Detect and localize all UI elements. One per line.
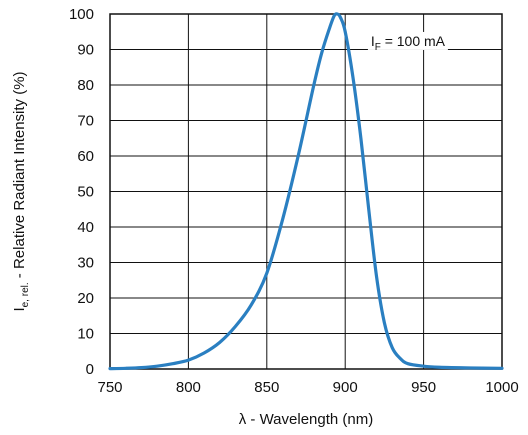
y-tick-label: 10: [77, 326, 94, 343]
y-tick-label: 80: [77, 77, 94, 94]
tick-labels: 750 800 850 900 950 1000 0 10 20 30 40 50 60 70 80 90 10…: [69, 6, 519, 396]
grid: [110, 14, 502, 369]
y-tick-label: 40: [77, 219, 94, 236]
annotation-main: I: [371, 33, 375, 49]
x-tick-label: 950: [411, 379, 436, 396]
x-tick-label: 750: [97, 379, 122, 396]
x-tick-label: 850: [254, 379, 279, 396]
y-tick-label: 20: [77, 290, 94, 307]
y-tick-label: 70: [77, 113, 94, 130]
y-tick-label: 100: [69, 6, 94, 23]
y-axis-title-rest: - Relative Radiant Intensity (%): [11, 71, 28, 282]
series-line: [108, 12, 504, 371]
y-tick-label: 90: [77, 42, 94, 59]
plot-frame: [109, 13, 503, 370]
y-tick-label: 0: [86, 361, 94, 378]
annotation-label: IF = 100 mA: [371, 33, 446, 53]
annotation: IF = 100 mA: [367, 31, 448, 53]
x-tick-label: 900: [333, 379, 358, 396]
annotation-sub: F: [375, 42, 381, 53]
y-tick-label: 50: [77, 184, 94, 201]
y-axis-title-main: I: [11, 307, 28, 311]
y-axis-title: Ie, rel. - Relative Radiant Intensity (%…: [11, 71, 31, 311]
annotation-rest: = 100 mA: [381, 33, 446, 49]
x-tick-label: 800: [176, 379, 201, 396]
y-tick-label: 30: [77, 255, 94, 272]
y-tick-label: 60: [77, 148, 94, 165]
x-tick-label: 1000: [485, 379, 518, 396]
y-axis-title-sub: e, rel.: [20, 282, 31, 307]
x-axis-title: λ - Wavelength (nm): [239, 411, 373, 428]
annotation-background: [367, 31, 448, 50]
